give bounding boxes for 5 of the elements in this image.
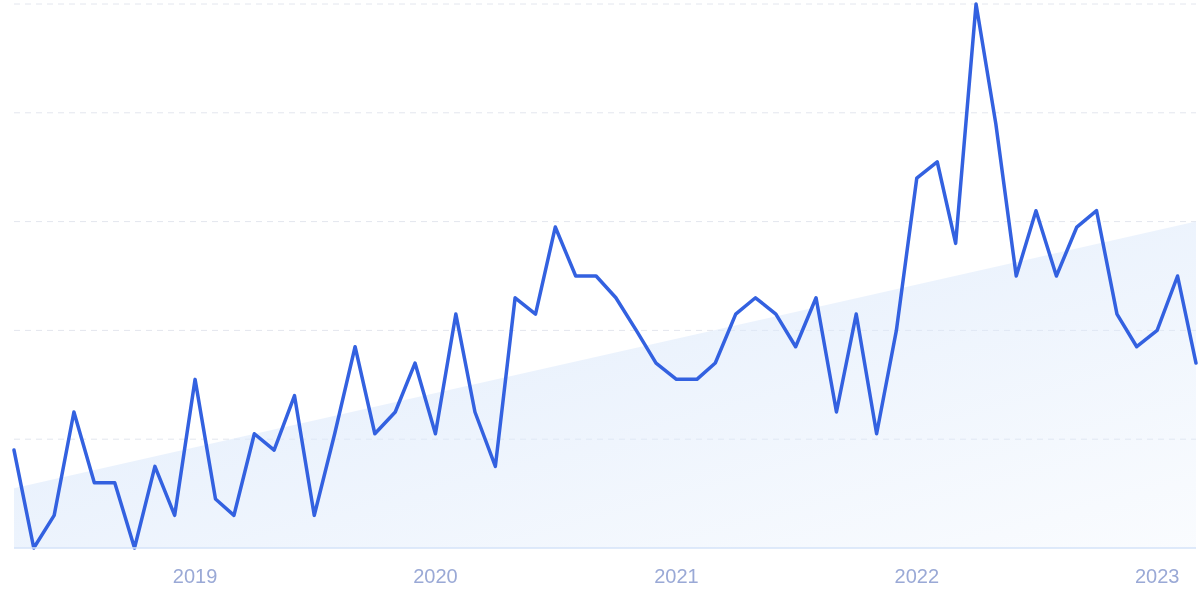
x-tick-label: 2020 [413, 565, 458, 587]
x-tick-label: 2021 [654, 565, 699, 587]
x-tick-label: 2019 [172, 565, 218, 587]
x-tick-label: 2022 [894, 565, 940, 587]
x-tick-label: 2023 [1134, 565, 1180, 587]
